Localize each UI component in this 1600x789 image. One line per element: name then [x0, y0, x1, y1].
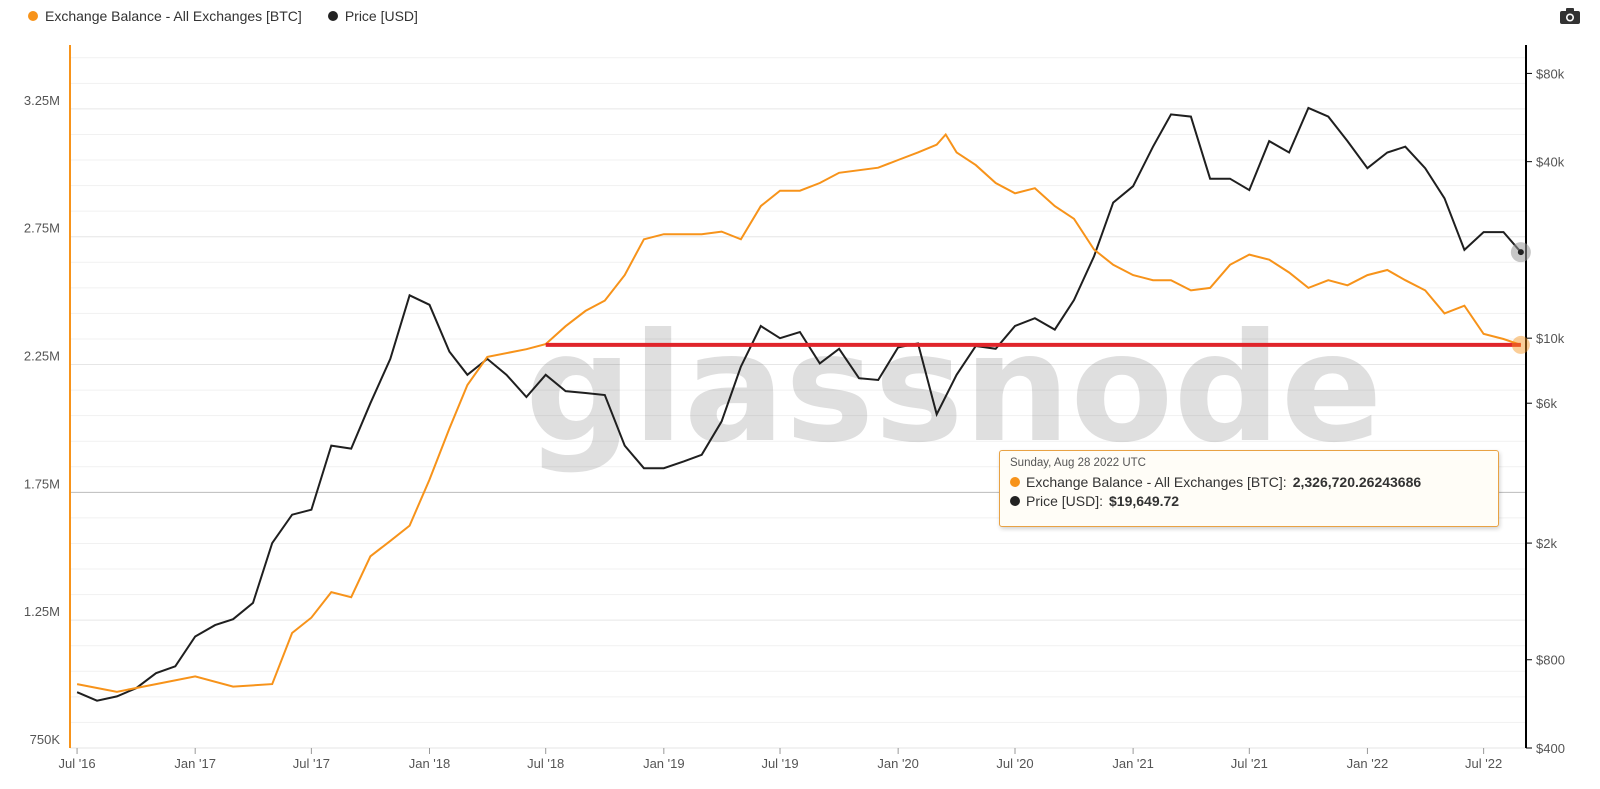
camera-icon[interactable]: [1560, 8, 1580, 24]
price-hover-marker-core: [1517, 249, 1524, 256]
x-axis-tick-label: Jan '20: [877, 756, 919, 771]
right-axis-tick-label: $80k: [1536, 66, 1565, 81]
x-axis-tick-label: Jan '22: [1347, 756, 1389, 771]
x-axis-tick-label: Jul '18: [527, 756, 564, 771]
x-axis-tick-label: Jul '20: [996, 756, 1033, 771]
legend-label-exchange-balance: Exchange Balance - All Exchanges [BTC]: [45, 8, 302, 24]
x-axis-tick-label: Jan '21: [1112, 756, 1154, 771]
x-axis-tick-label: Jul '19: [761, 756, 798, 771]
chart-legend: Exchange Balance - All Exchanges [BTC] P…: [28, 8, 418, 24]
tooltip-date: Sunday, Aug 28 2022 UTC: [1010, 457, 1146, 469]
legend-label-price: Price [USD]: [344, 8, 418, 24]
x-axis-tick-label: Jan '19: [643, 756, 685, 771]
left-axis-tick-label: 2.75M: [24, 221, 60, 236]
right-axis-tick-label: $800: [1536, 653, 1565, 668]
legend-dot-exchange-balance: [28, 11, 38, 21]
tooltip-price-label: Price [USD]:: [1026, 492, 1104, 509]
tooltip-dot-price: [1010, 495, 1020, 506]
tooltip-row-balance: Exchange Balance - All Exchanges [BTC]: …: [1010, 472, 1488, 491]
x-axis-tick-label: Jul '22: [1465, 756, 1502, 771]
legend-dot-price: [327, 11, 338, 21]
left-axis-tick-label: 2.25M: [24, 349, 60, 364]
left-axis-tick-label: 1.25M: [24, 604, 60, 619]
right-axis-tick-label: $400: [1536, 741, 1565, 756]
exchange-balance-series-line: [76, 132, 1522, 693]
watermark-text: glassnode: [525, 302, 1383, 476]
right-axis-tick-label: $6k: [1536, 396, 1557, 411]
right-axis-ticks: $400 $800 $2k $6k $10k $40k $80k: [1526, 66, 1565, 756]
legend-item-exchange-balance[interactable]: Exchange Balance - All Exchanges [BTC]: [28, 8, 302, 24]
hover-tooltip: Sunday, Aug 28 2022 UTC Exchange Balance…: [999, 450, 1499, 527]
tooltip-price-value: $19,649.72: [1109, 492, 1180, 509]
x-axis-ticks: Jul '16 Jan '17 Jul '17 Jan '18 Jul '18 Jan '…: [58, 748, 1502, 771]
left-axis-tick-label: 3.25M: [24, 93, 60, 108]
tooltip-balance-label: Exchange Balance - All Exchanges [BTC]:: [1026, 473, 1287, 490]
right-axis-tick-label: $2k: [1536, 536, 1557, 551]
tooltip-row-price: Price [USD]: $19,649.72: [1010, 491, 1488, 510]
left-axis-tick-label: 750K: [30, 732, 61, 747]
right-axis-tick-label: $40k: [1536, 155, 1565, 170]
price-series-line: [76, 106, 1522, 702]
x-axis-tick-label: Jan '18: [409, 756, 451, 771]
left-axis-tick-label: 1.75M: [24, 476, 60, 491]
tooltip-balance-value: 2,326,720.26243686: [1292, 473, 1422, 490]
legend-item-price[interactable]: Price [USD]: [327, 8, 418, 24]
x-axis-tick-label: Jul '16: [58, 756, 95, 771]
grid-lines: [70, 57, 1526, 749]
balance-hover-marker: [1511, 335, 1530, 354]
x-axis-tick-label: Jan '17: [174, 756, 216, 771]
left-axis-ticks: 750K 1.25M 1.75M 2.25M 2.75M 3.25M: [24, 93, 60, 747]
right-axis-tick-label: $10k: [1536, 331, 1565, 346]
tooltip-dot-balance: [1010, 476, 1020, 487]
x-axis-tick-label: Jul '17: [293, 756, 330, 771]
x-axis-tick-label: Jul '21: [1231, 756, 1268, 771]
